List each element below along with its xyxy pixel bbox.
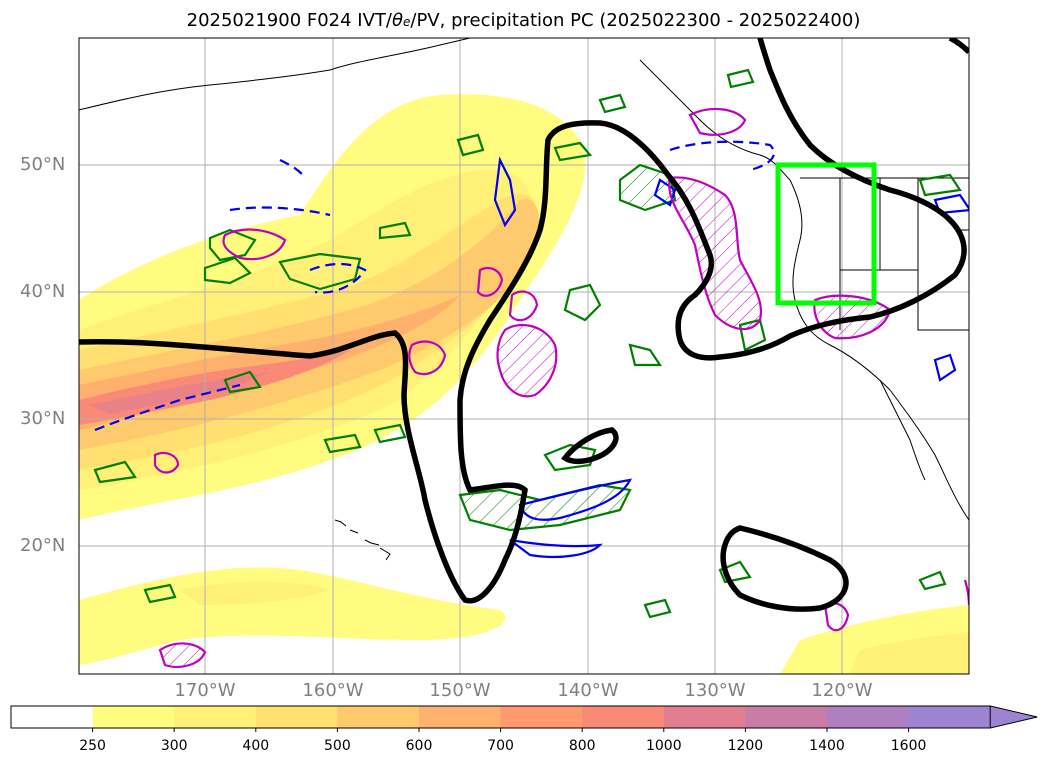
magenta-7 — [688, 107, 747, 136]
magenta-5 — [476, 266, 504, 297]
pv-contour-ne — [948, 38, 969, 54]
bc-coast — [789, 179, 831, 346]
magenta-9 — [153, 451, 180, 474]
colorbar-segment — [92, 706, 175, 728]
green-contour-21 — [223, 370, 262, 394]
map-frame — [78, 37, 970, 675]
blue-solid-4 — [933, 353, 957, 382]
colorbar-segment — [827, 706, 910, 728]
blue-solid-2 — [509, 538, 603, 559]
magenta-6 — [508, 290, 539, 322]
colorbar-tick-label: 1200 — [727, 738, 764, 754]
green-contour-16 — [143, 583, 177, 604]
coastlines — [79, 38, 969, 561]
lat-label-30n: 30°N — [20, 408, 66, 429]
green-contour-1 — [208, 228, 257, 262]
blue-contours — [94, 140, 969, 559]
colorbar-segment — [582, 706, 665, 728]
green-contour-18 — [918, 570, 947, 591]
blue-solid-3 — [493, 156, 517, 228]
green-contour-2 — [203, 256, 252, 285]
colorbar-segment — [337, 706, 420, 728]
green-contour-19 — [918, 173, 962, 197]
magenta-4 — [408, 340, 447, 376]
baja — [879, 379, 926, 481]
colorbar-segment — [745, 706, 828, 728]
lon-label-120w: 120°W — [811, 680, 873, 701]
lat-label-20n: 20°N — [20, 535, 66, 556]
pv-contour-south — [720, 525, 849, 612]
colorbar-segment — [174, 706, 257, 728]
green-contour-8 — [726, 68, 755, 89]
lat-label-50n: 50°N — [20, 154, 66, 175]
blue-dashed-1 — [94, 383, 241, 432]
green-contour-10 — [628, 343, 663, 367]
green-contour-6 — [553, 141, 593, 162]
green-contour-11 — [458, 483, 632, 532]
blue-dashed-4 — [279, 159, 306, 179]
lat-label-40n: 40°N — [20, 281, 66, 302]
green-contour-3 — [278, 252, 362, 291]
green-contour-17 — [718, 560, 752, 584]
colorbar-tick-label: 250 — [79, 738, 106, 754]
magenta-3 — [222, 228, 287, 261]
colorbar-tick-label: 300 — [160, 738, 188, 754]
colorbar-tick-label: 500 — [324, 738, 351, 754]
colorbar-tick-label: 400 — [242, 738, 270, 754]
pv-contour-main — [79, 38, 967, 604]
colorbar-tick-label: 600 — [405, 738, 433, 754]
green-contour-4 — [378, 221, 412, 240]
colorbar-segment — [663, 706, 746, 728]
colorbar-segment — [500, 706, 583, 728]
blue-solid-1 — [518, 478, 632, 521]
colorbar-tick-label: 800 — [568, 738, 596, 754]
pv-contours — [79, 38, 969, 612]
colorbar-tick-label: 1000 — [645, 738, 682, 754]
colorbar-segment — [419, 706, 502, 728]
colorbar-tick-label: 1600 — [890, 738, 927, 754]
alaska-coast — [79, 38, 471, 111]
green-contour-5 — [456, 133, 485, 157]
ivt-southeast-band-2 — [850, 632, 969, 674]
state-borders — [839, 178, 969, 331]
blue-dashed-2 — [229, 206, 331, 217]
lon-label-130w: 130°W — [684, 680, 746, 701]
map-title: 2025021900 F024 IVT/θe/PV, precipitation… — [186, 10, 861, 31]
colorbar-tick-label: 1400 — [809, 738, 845, 754]
green-contour-14 — [373, 423, 407, 444]
colorbar-segment — [255, 706, 338, 728]
lon-label-140w: 140°W — [557, 680, 619, 701]
magenta-2 — [496, 323, 558, 398]
ivt-shading — [79, 94, 969, 674]
lon-label-150w: 150°W — [429, 680, 491, 701]
pv-contour-small — [561, 427, 619, 465]
green-contour-13 — [323, 433, 362, 454]
blue-dashed-3 — [309, 262, 367, 294]
colorbar — [10, 705, 1038, 732]
colorbar-segment — [908, 706, 991, 728]
colorbar-extend-arrow — [989, 705, 1038, 729]
california-mexico-coast — [829, 344, 969, 521]
lon-label-160w: 160°W — [302, 680, 364, 701]
hawaii — [334, 519, 391, 561]
green-contour-9 — [563, 283, 602, 322]
magenta-10 — [158, 642, 207, 669]
colorbar-tick-label: 700 — [487, 738, 514, 754]
focus-box — [775, 162, 877, 306]
green-contour-15 — [93, 460, 137, 484]
alaska-panhandle — [639, 59, 791, 181]
colorbar-segment — [11, 706, 94, 728]
green-contour-22 — [598, 93, 627, 114]
green-contour-23 — [643, 598, 672, 619]
ivt-south-band-2 — [180, 581, 330, 605]
lon-label-170w: 170°W — [174, 680, 236, 701]
blue-dashed-5 — [669, 140, 775, 172]
